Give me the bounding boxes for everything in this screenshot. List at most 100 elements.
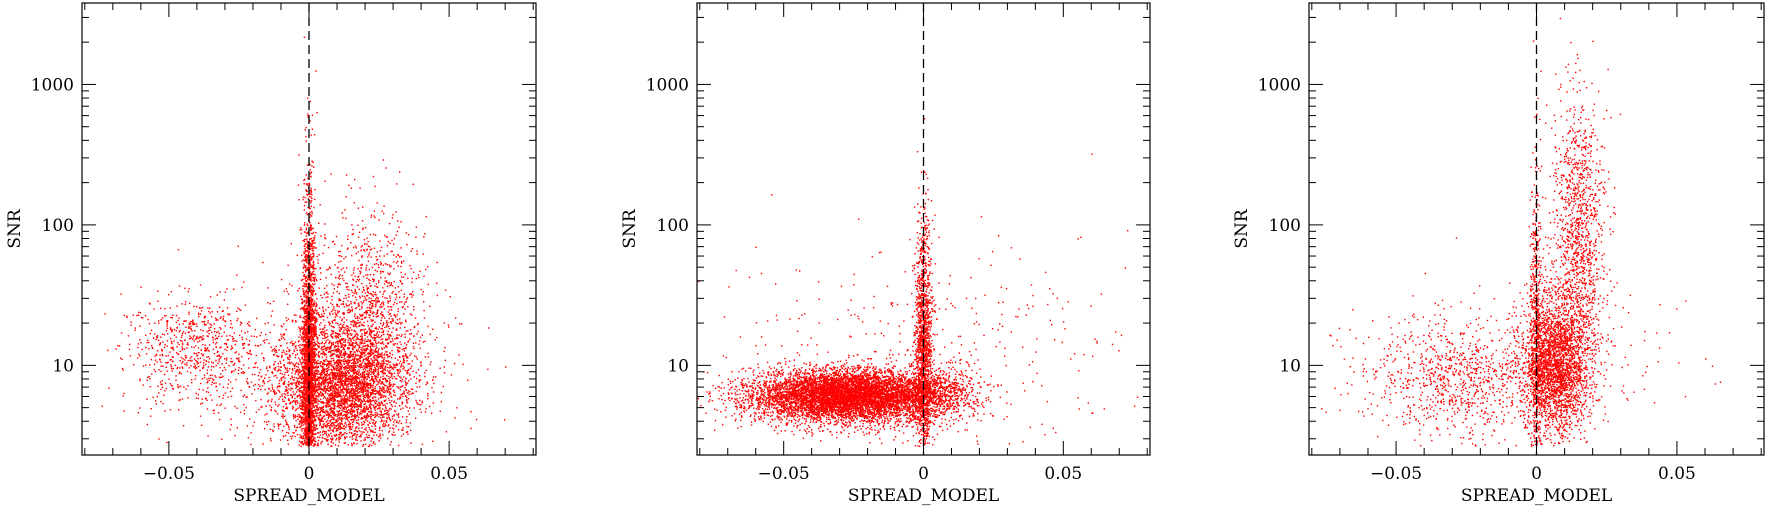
data-point bbox=[311, 350, 314, 353]
data-point bbox=[302, 331, 304, 333]
data-point bbox=[312, 353, 314, 355]
data-point bbox=[366, 400, 368, 402]
data-point bbox=[309, 262, 311, 264]
data-point bbox=[286, 406, 288, 408]
data-point bbox=[355, 379, 357, 381]
data-point bbox=[292, 391, 294, 393]
data-point bbox=[375, 414, 377, 416]
data-point bbox=[309, 412, 311, 414]
data-point bbox=[399, 380, 402, 382]
data-point bbox=[331, 439, 334, 441]
data-point bbox=[303, 310, 305, 313]
data-point bbox=[353, 351, 355, 353]
data-point bbox=[311, 232, 314, 235]
data-point bbox=[322, 434, 324, 436]
data-point bbox=[304, 129, 306, 131]
data-point bbox=[304, 270, 307, 272]
data-point bbox=[373, 423, 375, 425]
data-point bbox=[374, 375, 376, 377]
data-point bbox=[315, 394, 317, 397]
data-point bbox=[364, 328, 366, 330]
data-point bbox=[311, 387, 313, 389]
data-point bbox=[348, 330, 351, 332]
data-point bbox=[376, 355, 378, 357]
data-point bbox=[268, 420, 270, 423]
data-point bbox=[306, 347, 309, 349]
data-point bbox=[318, 415, 320, 417]
data-point bbox=[384, 412, 387, 415]
data-point bbox=[285, 423, 287, 425]
data-point bbox=[299, 229, 301, 231]
data-point bbox=[267, 387, 270, 390]
data-point bbox=[270, 438, 272, 440]
data-point bbox=[354, 372, 357, 374]
data-point bbox=[306, 256, 308, 258]
data-point bbox=[367, 386, 369, 388]
data-point bbox=[300, 377, 303, 380]
data-point bbox=[306, 403, 308, 405]
data-point bbox=[363, 439, 365, 441]
data-point bbox=[307, 337, 309, 339]
data-point bbox=[383, 413, 385, 416]
data-point bbox=[303, 294, 306, 296]
data-point bbox=[370, 415, 372, 418]
data-point bbox=[304, 323, 307, 326]
data-point bbox=[326, 424, 328, 426]
data-point bbox=[387, 389, 390, 391]
data-point bbox=[302, 308, 304, 310]
data-point bbox=[329, 427, 331, 430]
data-point bbox=[345, 408, 347, 410]
data-point bbox=[359, 397, 361, 400]
data-point bbox=[364, 406, 366, 408]
data-point bbox=[377, 370, 379, 373]
data-point bbox=[318, 383, 320, 385]
data-point bbox=[305, 407, 307, 409]
data-point bbox=[336, 415, 338, 417]
data-point bbox=[339, 381, 341, 383]
data-point bbox=[355, 296, 357, 298]
data-point bbox=[254, 373, 256, 376]
data-point bbox=[231, 387, 234, 389]
data-point bbox=[309, 431, 311, 433]
data-point bbox=[234, 362, 236, 364]
data-point bbox=[310, 344, 312, 346]
data-point bbox=[402, 368, 404, 370]
data-point bbox=[289, 355, 291, 357]
data-point bbox=[369, 355, 371, 357]
data-point bbox=[333, 361, 336, 364]
data-point bbox=[346, 309, 349, 312]
data-point bbox=[302, 330, 305, 332]
data-point bbox=[304, 353, 307, 355]
data-point bbox=[340, 361, 342, 363]
data-point bbox=[310, 368, 312, 371]
data-point bbox=[310, 427, 313, 429]
data-point bbox=[310, 228, 312, 231]
data-point bbox=[294, 414, 297, 416]
data-point bbox=[310, 353, 312, 355]
data-point bbox=[304, 409, 306, 411]
data-point bbox=[341, 406, 343, 408]
data-point bbox=[299, 360, 301, 363]
data-point bbox=[247, 344, 250, 346]
data-point bbox=[305, 343, 308, 346]
data-point bbox=[356, 395, 358, 397]
data-point bbox=[303, 439, 306, 441]
data-point bbox=[314, 322, 316, 324]
data-point bbox=[336, 391, 339, 394]
data-point bbox=[311, 165, 313, 167]
data-point bbox=[340, 412, 343, 414]
data-point bbox=[304, 231, 306, 233]
data-point bbox=[309, 211, 311, 213]
data-point bbox=[301, 391, 304, 393]
data-point bbox=[309, 222, 311, 224]
data-point bbox=[308, 379, 310, 382]
data-point bbox=[332, 408, 335, 410]
data-point bbox=[275, 374, 277, 377]
data-point bbox=[358, 392, 360, 394]
data-point bbox=[310, 294, 312, 296]
data-point bbox=[349, 400, 351, 402]
data-point bbox=[353, 405, 355, 407]
data-point bbox=[305, 299, 307, 301]
data-point bbox=[386, 369, 389, 372]
data-point bbox=[402, 392, 404, 395]
